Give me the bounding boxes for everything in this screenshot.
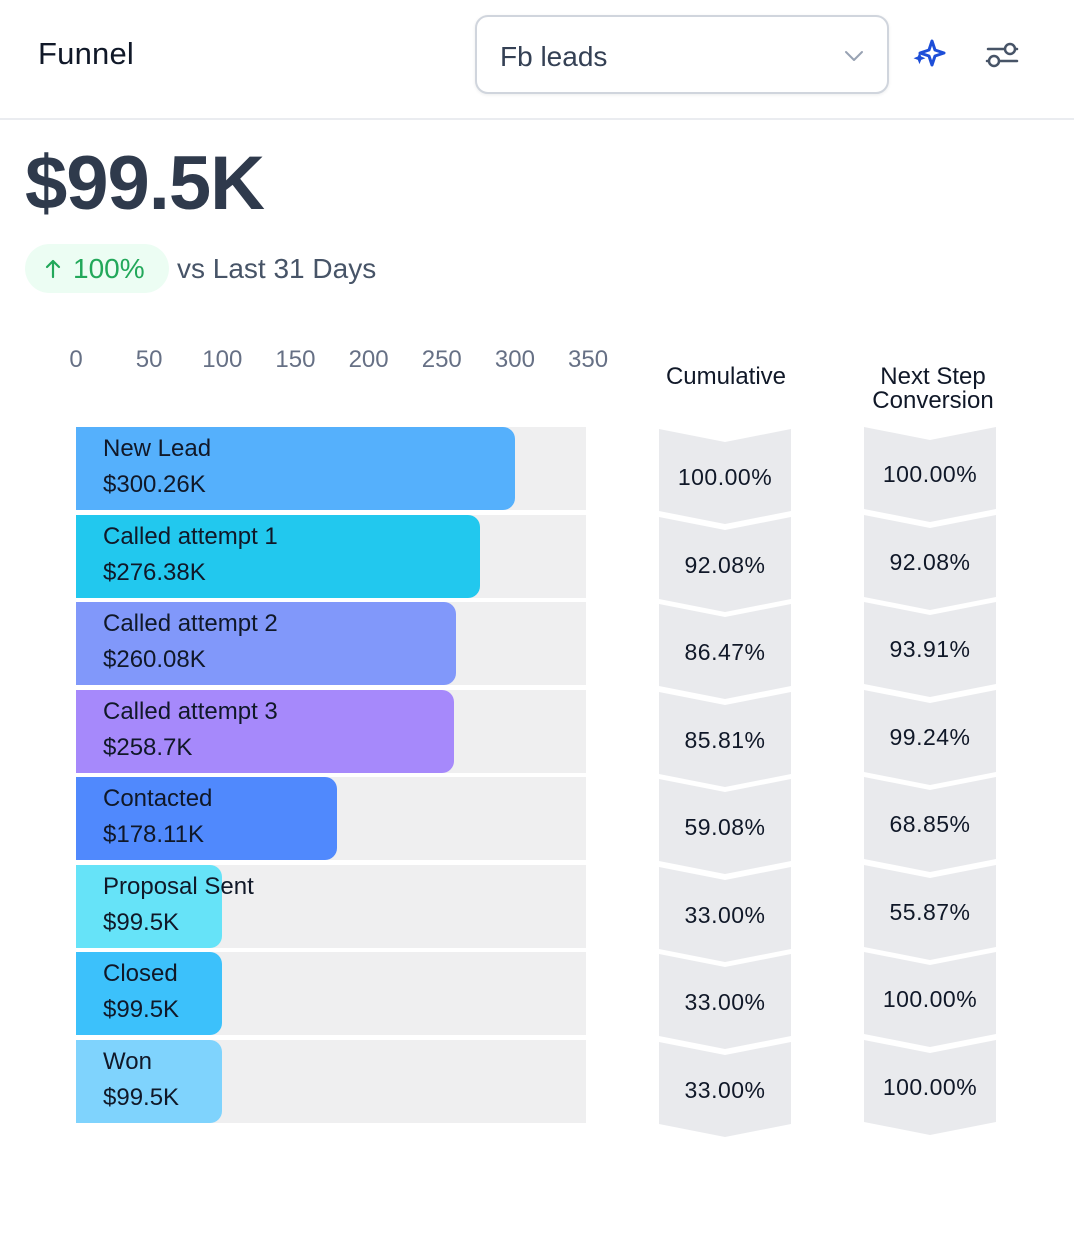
funnel-stage-value: $99.5K: [103, 1083, 180, 1111]
funnel-stage-name: New Lead: [103, 435, 212, 462]
axis-tick: 350: [568, 346, 609, 373]
arrow-up-icon: [45, 259, 61, 279]
funnel-stage-value: $178.11K: [103, 821, 204, 848]
funnel-bar[interactable]: [76, 514, 481, 598]
cumulative-value: 33.00%: [684, 989, 766, 1015]
funnel-bar[interactable]: [76, 689, 455, 773]
axis-tick: 50: [135, 346, 163, 373]
funnel-stage-value: $99.5K: [103, 996, 180, 1023]
funnel-bar[interactable]: [76, 427, 516, 510]
funnel-stage-value: $99.5K: [103, 908, 180, 936]
funnel-stage-name: Called attempt 2: [103, 610, 278, 637]
next-step-value: 55.87%: [889, 898, 971, 925]
funnel-stage-value: $260.08K: [103, 646, 206, 673]
funnel-stage-name: Called attempt 3: [103, 697, 278, 725]
funnel-bar[interactable]: [76, 952, 222, 1035]
cumulative-value: 33.00%: [684, 901, 766, 928]
funnel-stage-value: $258.7K: [103, 733, 193, 761]
sparkles-icon[interactable]: [910, 35, 950, 75]
cumulative-chevron: [659, 779, 791, 874]
funnel-stage-name: Proposal Sent: [103, 872, 254, 900]
widget-title: Funnel: [38, 36, 134, 71]
cumulative-value: 85.81%: [684, 726, 766, 753]
cumulative-value: 100.00%: [677, 464, 773, 490]
next-step-chevron: [864, 952, 996, 1047]
funnel-stage-name: Closed: [103, 960, 178, 987]
sliders-icon[interactable]: [982, 35, 1022, 75]
cumulative-chevron: [659, 429, 791, 524]
funnel-stage-name: Won: [103, 1047, 152, 1075]
axis-tick: 250: [421, 346, 462, 373]
next-step-value: 92.08%: [889, 548, 971, 575]
change-badge: 100%: [25, 244, 169, 293]
change-value: 100%: [73, 253, 145, 284]
next-step-value: 100.00%: [882, 461, 978, 487]
next-step-value: 99.24%: [889, 723, 971, 750]
funnel-bar[interactable]: [76, 777, 337, 860]
next-step-value: 100.00%: [882, 986, 978, 1012]
cumulative-value: 59.08%: [684, 814, 766, 840]
cumulative-chevron: [659, 866, 791, 962]
next-step-chevron: [864, 1039, 996, 1135]
next-step-chevron: [864, 777, 996, 872]
next-step-chevron: [864, 427, 996, 522]
next-step-value: 100.00%: [882, 1073, 978, 1100]
next-step-value: 68.85%: [889, 811, 971, 837]
funnel-bar[interactable]: [76, 1039, 222, 1123]
cumulative-chevron: [659, 604, 791, 699]
axis-tick: 200: [348, 346, 389, 373]
cumulative-header: Cumulative: [665, 363, 787, 390]
next-step-chevron: [864, 864, 996, 960]
next-step-chevron: [864, 689, 996, 785]
compare-label: vs Last 31 Days: [177, 253, 377, 284]
total-value: $99.5K: [25, 141, 265, 226]
pipeline-select-value: Fb leads: [500, 41, 608, 72]
next-step-chevron: [864, 514, 996, 610]
chevron-down-icon: [845, 51, 863, 61]
axis-tick: 0: [69, 346, 83, 373]
widget-header: Funnel Fb leads: [0, 0, 1074, 120]
funnel-stage-value: $276.38K: [103, 558, 206, 586]
funnel-stage-name: Contacted: [103, 785, 213, 812]
funnel-stage-name: Called attempt 1: [103, 522, 278, 550]
cumulative-value: 33.00%: [684, 1076, 766, 1103]
axis-tick: 100: [202, 346, 243, 373]
cumulative-chevron: [659, 954, 791, 1049]
funnel-bar[interactable]: [76, 864, 222, 948]
cumulative-value: 86.47%: [684, 639, 766, 665]
funnel-bar[interactable]: [76, 602, 457, 685]
axis-tick: 150: [275, 346, 316, 373]
pipeline-select[interactable]: Fb leads: [475, 15, 889, 94]
next-step-value: 93.91%: [889, 636, 971, 662]
next-step-header: Next Step Conversion: [872, 363, 994, 414]
axis-tick: 300: [494, 346, 535, 373]
cumulative-value: 92.08%: [684, 551, 766, 578]
cumulative-chevron: [659, 691, 791, 787]
cumulative-chevron: [659, 1041, 791, 1137]
funnel-stage-value: $300.26K: [103, 471, 206, 498]
cumulative-chevron: [659, 516, 791, 612]
next-step-chevron: [864, 602, 996, 697]
